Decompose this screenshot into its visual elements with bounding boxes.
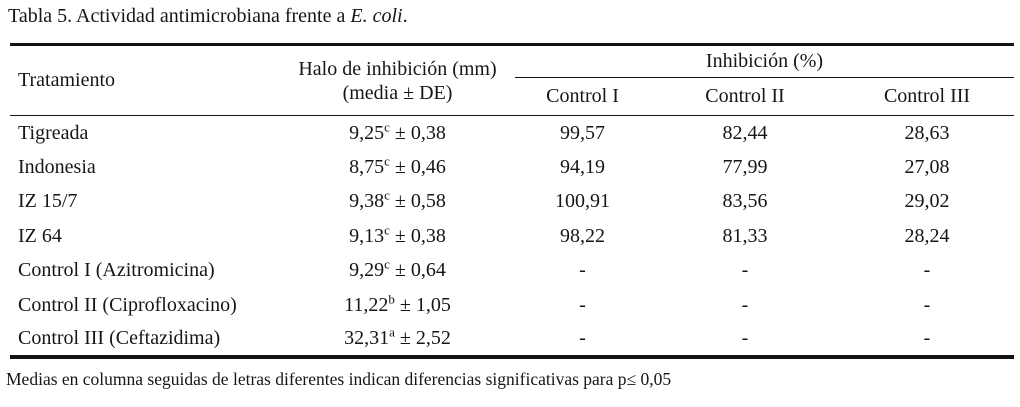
halo-mean: 9,13 [349, 224, 385, 247]
halo-mean: 32,31 [344, 327, 390, 350]
col-header-control3: Control III [840, 77, 1014, 116]
halo-cell: 32,31a ± 2,52 [280, 323, 515, 358]
halo-cell: 9,29c ± 0,64 [280, 254, 515, 289]
treatment-cell: IZ 15/7 [18, 190, 78, 213]
table-row: Indonesia 8,75c ± 0,46 94,19 77,99 27,08 [10, 150, 1014, 185]
halo-cell: 11,22b ± 1,05 [280, 288, 515, 323]
significance-letter: c [384, 153, 390, 169]
halo-cell: 9,13c ± 0,38 [280, 219, 515, 254]
control1-cell: 99,57 [560, 121, 605, 144]
control1-cell: - [579, 293, 586, 316]
significance-letter: b [388, 291, 395, 307]
table-title-suffix: . [402, 5, 408, 27]
control1-cell: 94,19 [560, 155, 605, 178]
significance-letter: c [384, 187, 390, 203]
control2-cell: 83,56 [722, 190, 768, 213]
halo-cell: 8,75c ± 0,46 [280, 150, 515, 185]
treatment-cell: IZ 64 [18, 224, 62, 247]
significance-letter: c [384, 118, 390, 134]
table-row: Control II (Ciprofloxacino) 11,22b ± 1,0… [10, 288, 1014, 323]
control3-cell: - [923, 293, 931, 316]
treatment-cell: Control III (Ceftazidima) [18, 327, 221, 350]
halo-mean: 11,22 [344, 293, 389, 316]
significance-letter: a [389, 324, 395, 340]
data-table: Tratamiento Halo de inhibición (mm) (med… [10, 43, 1014, 359]
treatment-cell: Control I (Azitromicina) [18, 259, 215, 282]
control2-cell: 81,33 [722, 224, 768, 247]
col-header-halo: Halo de inhibición (mm) (media ± DE) [280, 44, 515, 116]
control2-cell: 82,44 [722, 121, 768, 144]
treatment-cell: Indonesia [18, 155, 96, 178]
treatment-cell: Control II (Ciprofloxacino) [18, 293, 237, 316]
halo-mean: 9,25 [349, 121, 385, 144]
halo-sd: ± 0,46 [394, 155, 446, 178]
table-row: IZ 64 9,13c ± 0,38 98,22 81,33 28,24 [10, 219, 1014, 254]
control1-cell: 100,91 [555, 190, 610, 213]
treatment-cell: Tigreada [18, 121, 89, 144]
control1-cell: - [579, 327, 586, 350]
control2-cell: - [741, 327, 749, 350]
footnote: Medias en columna seguidas de letras dif… [6, 369, 672, 389]
control1-cell: 98,22 [560, 224, 605, 247]
table-body: Tigreada 9,25c ± 0,38 99,57 82,44 28,63 … [10, 116, 1014, 358]
halo-mean: 8,75 [349, 155, 385, 178]
col-header-halo-line1: Halo de inhibición (mm) [298, 57, 497, 80]
table-title: Tabla 5. Actividad antimicrobiana frente… [8, 5, 408, 28]
halo-sd: ± 2,52 [399, 327, 451, 350]
significance-letter: c [384, 222, 390, 238]
col-header-control1: Control I [515, 77, 650, 116]
halo-sd: ± 0,38 [394, 121, 446, 144]
control3-cell: 28,24 [904, 224, 950, 247]
table-wrap: Tratamiento Halo de inhibición (mm) (med… [10, 43, 1014, 359]
header-row-group: Tratamiento Halo de inhibición (mm) (med… [10, 44, 1014, 116]
significance-letter: c [384, 256, 390, 272]
halo-cell: 9,25c ± 0,38 [280, 116, 515, 151]
halo-cell: 9,38c ± 0,58 [280, 185, 515, 220]
halo-sd: ± 1,05 [399, 293, 451, 316]
table-row: IZ 15/7 9,38c ± 0,58 100,91 83,56 29,02 [10, 185, 1014, 220]
control3-cell: - [923, 327, 931, 350]
control3-cell: 28,63 [904, 121, 950, 144]
halo-sd: ± 0,58 [394, 190, 446, 213]
table-header: Tratamiento Halo de inhibición (mm) (med… [10, 44, 1014, 116]
col-header-control2: Control II [650, 77, 840, 116]
header-row-controls: Control I Control II Control III [10, 77, 1014, 116]
control1-cell: - [579, 259, 586, 282]
table-row: Control III (Ceftazidima) 32,31a ± 2,52 … [10, 323, 1014, 358]
control2-cell: - [741, 293, 749, 316]
col-header-halo-line2: (media ± DE) [342, 81, 453, 104]
control2-cell: - [741, 259, 749, 282]
table-title-species: E. coli [350, 5, 403, 27]
col-header-treatment: Tratamiento [10, 44, 280, 116]
halo-mean: 9,29 [349, 259, 385, 282]
table-title-prefix: Tabla 5. Actividad antimicrobiana frente… [8, 5, 351, 27]
control3-cell: - [923, 259, 931, 282]
halo-mean: 9,38 [349, 190, 385, 213]
halo-sd: ± 0,38 [394, 224, 446, 247]
col-header-inhibition-group: Inhibición (%) [515, 44, 1014, 78]
control2-cell: 77,99 [722, 155, 768, 178]
control3-cell: 29,02 [904, 190, 950, 213]
table-row: Tigreada 9,25c ± 0,38 99,57 82,44 28,63 [10, 116, 1014, 151]
table-row: Control I (Azitromicina) 9,29c ± 0,64 - … [10, 254, 1014, 289]
control3-cell: 27,08 [904, 155, 950, 178]
halo-sd: ± 0,64 [394, 259, 446, 282]
